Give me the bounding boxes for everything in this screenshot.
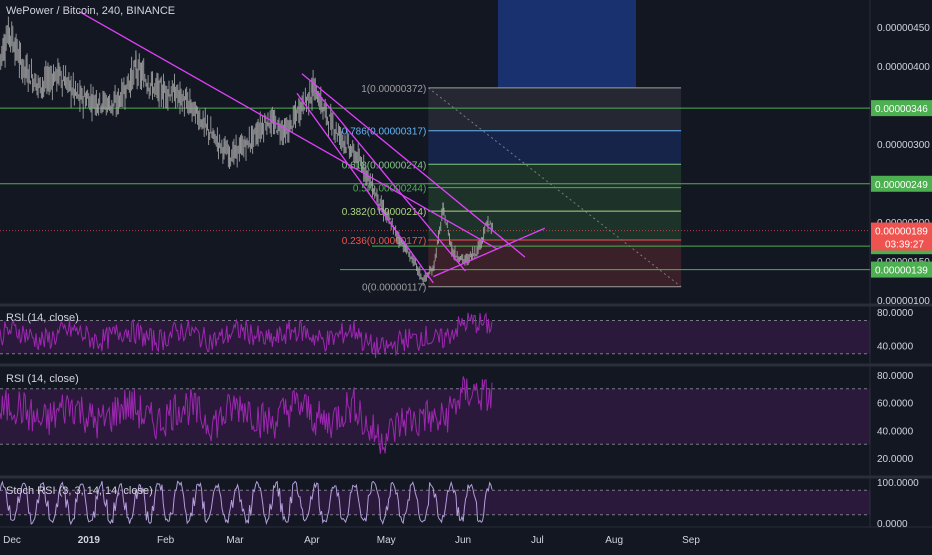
price-tick-7: 0.00000100: [877, 296, 930, 307]
rsi-2-tick-3: 20.0000: [877, 454, 914, 465]
fib-band-5: [428, 239, 682, 287]
rsi-1-tick-0: 80.0000: [877, 308, 914, 319]
rsi-1-label: RSI (14, close): [6, 312, 79, 324]
level-badge-0: [871, 100, 932, 117]
level-badge-3: [871, 261, 932, 278]
level-badge-label-1: 0.00000249: [875, 180, 928, 191]
fib-diagonal: [428, 87, 682, 288]
time-tick-0: Dec: [3, 535, 21, 546]
trendline-2: [296, 92, 434, 284]
price-tick-0: 0.00000450: [877, 23, 930, 34]
trendline-4: [433, 227, 546, 278]
time-tick-1: 2019: [78, 535, 101, 546]
chart-title: WePower / Bitcoin, 240, BINANCE: [6, 5, 176, 17]
fib-label-0: 1(0.00000372): [361, 84, 426, 95]
rsi-1-line: [0, 312, 493, 358]
time-tick-9: Sep: [682, 535, 700, 546]
rsi-1-band: [0, 320, 870, 354]
trendline-0: [78, 10, 499, 250]
rsi-2-line: [0, 376, 493, 454]
time-tick-4: Apr: [304, 535, 320, 546]
countdown-label: 03:39:27: [885, 240, 924, 251]
rsi-2-tick-1: 60.0000: [877, 399, 914, 410]
fib-label-2: 0.618(0.00000274): [342, 160, 427, 171]
last-price-label: 0.00000189: [875, 227, 928, 238]
fib-band-3: [428, 187, 682, 212]
time-tick-2: Feb: [157, 535, 175, 546]
fib-projection-box: [498, 0, 636, 88]
last-price-badge: [871, 222, 932, 251]
fib-label-5: 0.236(0.00000177): [342, 236, 427, 247]
trendline-1: [301, 73, 526, 258]
level-badge-label-0: 0.00000346: [875, 104, 928, 115]
trendline-3: [313, 88, 466, 272]
rsi-2-tick-2: 40.0000: [877, 426, 914, 437]
stoch-rsi-label: Stoch RSI (3, 3, 14, 14, close): [6, 485, 153, 497]
time-tick-8: Aug: [605, 535, 623, 546]
price-tick-1: 0.00000400: [877, 62, 930, 73]
rsi-2-tick-0: 80.0000: [877, 371, 914, 382]
time-tick-5: May: [377, 535, 396, 546]
stoch-rsi-tick-1: 0.0000: [877, 519, 908, 530]
fib-label-4: 0.382(0.00000214): [342, 207, 427, 218]
stoch-rsi-line: [0, 480, 493, 526]
level-badge-1: [871, 175, 932, 192]
fib-label-6: 0(0.00000117): [362, 283, 426, 294]
fib-band-1: [428, 130, 682, 165]
rsi-1-tick-1: 40.0000: [877, 341, 914, 352]
time-tick-7: Jul: [531, 535, 544, 546]
fib-label-3: 0.5(0.00000244): [353, 184, 426, 195]
time-tick-3: Mar: [226, 535, 244, 546]
stoch-rsi-tick-0: 100.0000: [877, 478, 919, 489]
time-tick-6: Jun: [455, 535, 471, 546]
rsi-2-label: RSI (14, close): [6, 373, 79, 385]
fib-band-2: [428, 164, 682, 188]
level-badge-label-3: 0.00000139: [875, 266, 928, 277]
fib-label-1: 0.786(0.00000317): [342, 127, 427, 138]
price-tick-3: 0.00000300: [877, 140, 930, 151]
fib-band-0: [428, 87, 682, 131]
fib-band-4: [428, 211, 682, 240]
